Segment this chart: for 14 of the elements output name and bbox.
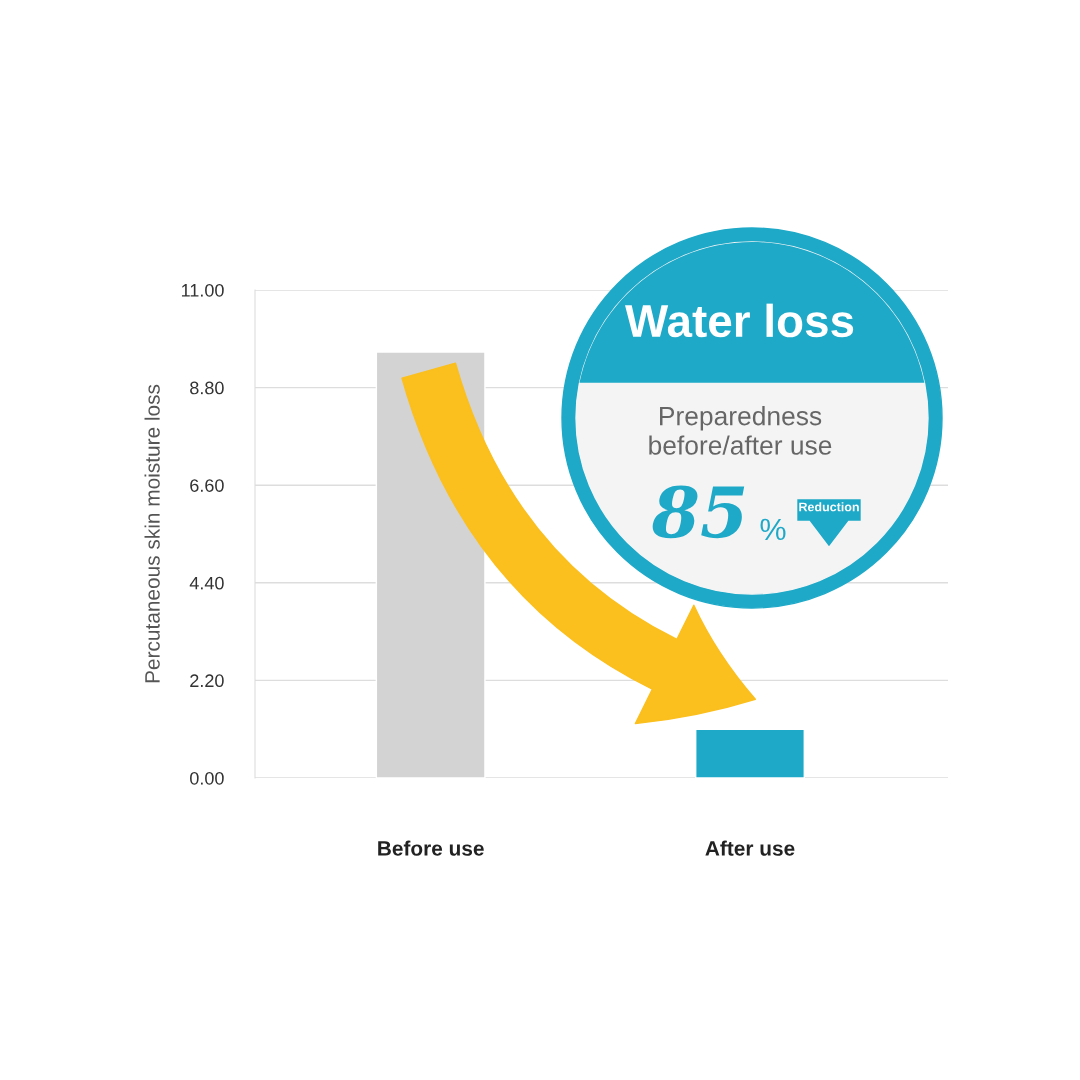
y-tick-label: 0.00 — [190, 771, 224, 785]
annotation: Preparedness before/after use — [649, 406, 832, 455]
y-tick-label: 2.20 — [190, 674, 224, 688]
annotation: 85 — [652, 485, 745, 539]
annotation: % — [760, 518, 786, 541]
y-tick-label: 8.80 — [190, 381, 224, 395]
y-tick-label: 11.00 — [181, 283, 224, 297]
x-tick-label: After use — [705, 840, 795, 856]
annotation: Reduction — [799, 502, 859, 512]
y-axis-title: Percutaneous skin moisture loss — [144, 384, 160, 683]
y-tick-label: 6.60 — [190, 479, 224, 492]
y-tick-label: 4.40 — [189, 576, 224, 590]
x-tick-label: Before use — [378, 840, 484, 856]
annotation: Water loss — [625, 303, 854, 338]
